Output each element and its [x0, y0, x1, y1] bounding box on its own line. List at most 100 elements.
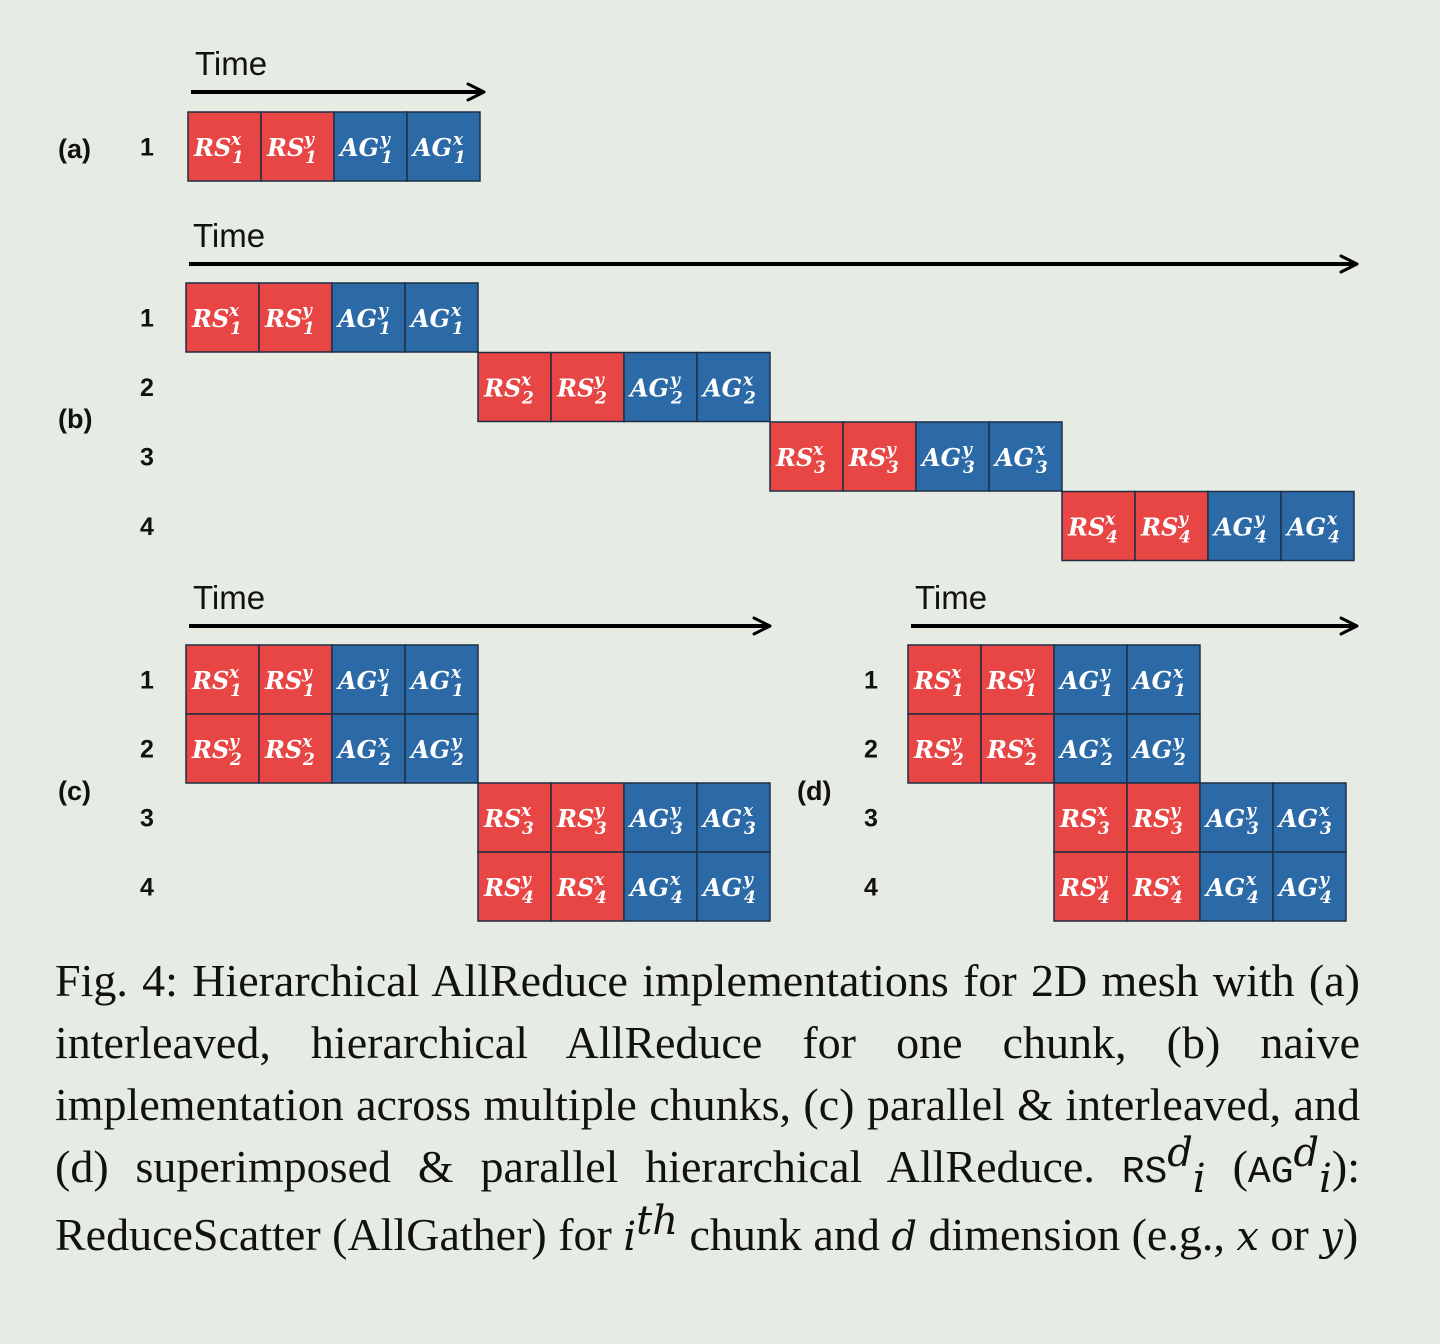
cell-dim: x [301, 732, 313, 752]
cell-ag-y-4: AG y4 [696, 851, 771, 922]
cell-chunk: 2 [594, 389, 607, 409]
cell-chunk: 3 [595, 819, 607, 839]
cell-dim: x [1245, 870, 1257, 890]
cell-op: RS [986, 666, 1024, 695]
cell-rs-x-1: RS x1 [185, 644, 260, 715]
row-id: 4 [140, 874, 154, 902]
d-superscript: d [1167, 1129, 1193, 1176]
cell-ag-y-4: AG y4 [1272, 851, 1347, 922]
cell-box [842, 421, 917, 492]
cell-op: RS [193, 133, 231, 162]
cell-box [1280, 490, 1355, 562]
cell-op: RS [986, 735, 1024, 764]
cell-box [907, 713, 982, 784]
panel-c: Time(c)1 RS x1 RS y1 AG y1 AG x12 RS y2 RS x2 AG x2 AG y… [58, 579, 772, 922]
cell-dim: x [520, 371, 532, 391]
cell-rs-y-4: RS y4 [477, 851, 552, 922]
cell-dim: x [812, 440, 824, 460]
cell-dim: y [450, 732, 462, 752]
cell-box [1272, 851, 1347, 922]
cell-ag-y-2: AG y2 [623, 351, 698, 423]
cell-box [258, 644, 333, 715]
cell-chunk: 2 [1100, 750, 1113, 770]
cell-op: RS [1132, 873, 1170, 902]
cell-rs-y-3: RS y3 [842, 421, 917, 492]
time-label: Time [195, 45, 267, 82]
cell-box [1272, 782, 1347, 853]
cell-chunk: 1 [381, 148, 393, 168]
cell-dim: y [1096, 870, 1108, 890]
cell-chunk: 1 [303, 319, 315, 339]
cell-rs-y-4: RS y4 [1134, 490, 1209, 562]
cell-rs-y-1: RS y1 [980, 644, 1055, 715]
row-id: 4 [140, 513, 154, 541]
cell-box [404, 713, 479, 784]
cell-op: RS [556, 873, 594, 902]
cell-op: RS [483, 804, 521, 833]
cell-op: AG [1204, 873, 1245, 902]
cell-ag-x-3: AG x3 [988, 421, 1063, 492]
cell-chunk: 3 [522, 819, 534, 839]
cell-box [1053, 851, 1128, 922]
caption-main-text: Fig. 4: Hierarchical AllReduce implement… [55, 955, 1360, 1192]
cell-rs-y-1: RS y1 [260, 111, 335, 182]
cell-chunk: 3 [1247, 819, 1259, 839]
cell-rs-x-1: RS x1 [185, 282, 260, 353]
cell-chunk: 2 [743, 389, 756, 409]
cell-ag-x-2: AG x2 [331, 713, 406, 784]
cell-box [185, 713, 260, 784]
time-label: Time [193, 217, 265, 254]
row-id: 2 [864, 736, 878, 764]
cell-box [980, 713, 1055, 784]
time-label: Time [915, 579, 987, 616]
cell-dim: y [377, 301, 389, 321]
cell-dim: x [377, 732, 389, 752]
cell-rs-x-3: RS x3 [1053, 782, 1128, 853]
cell-box [1126, 644, 1201, 715]
cell-op: AG [1212, 513, 1253, 542]
cell-chunk: 2 [378, 750, 391, 770]
cell-dim: x [950, 663, 962, 683]
cell-chunk: 4 [1098, 888, 1110, 908]
cell-dim: y [303, 130, 315, 150]
cell-dim: x [1034, 440, 1046, 460]
cell-op: AG [920, 443, 961, 472]
cell-dim: x [230, 130, 242, 150]
x-symbol: x [1236, 1214, 1259, 1260]
cell-ag-x-1: AG x1 [404, 644, 479, 715]
cell-op: AG [409, 304, 450, 333]
cell-box [258, 282, 333, 353]
cell-chunk: 1 [1101, 681, 1113, 701]
cell-op: RS [848, 443, 886, 472]
cell-op: RS [556, 804, 594, 833]
panel-label: (b) [58, 404, 92, 434]
caption-desc-1: ReduceScatter (AllGather) for [55, 1209, 612, 1260]
cell-rs-y-4: RS y4 [1053, 851, 1128, 922]
cell-op: AG [628, 804, 669, 833]
cell-dim: y [961, 440, 973, 460]
cell-chunk: 2 [670, 389, 683, 409]
cell-chunk: 1 [232, 148, 244, 168]
cell-op: RS [483, 873, 521, 902]
cell-ag-y-3: AG y3 [915, 421, 990, 492]
cell-rs-y-1: RS y1 [258, 644, 333, 715]
cell-dim: x [1099, 732, 1111, 752]
i-symbol: i [623, 1214, 637, 1260]
cell-op: AG [701, 804, 742, 833]
cell-op: RS [775, 443, 813, 472]
cell-chunk: 3 [671, 819, 683, 839]
caption-or: or [1270, 1209, 1309, 1260]
cell-box [331, 644, 406, 715]
cell-box [260, 111, 335, 182]
cell-dim: y [593, 371, 605, 391]
cell-ag-y-1: AG y1 [331, 282, 406, 353]
cell-box [1061, 490, 1136, 562]
cell-dim: y [1099, 663, 1111, 683]
cell-rs-x-4: RS x4 [550, 851, 625, 922]
cell-dim: y [377, 663, 389, 683]
cell-dim: y [520, 870, 532, 890]
cell-dim: x [1326, 510, 1338, 530]
cell-dim: y [1023, 663, 1035, 683]
caption-end: ) [1342, 1209, 1359, 1260]
row-id: 3 [140, 805, 154, 833]
